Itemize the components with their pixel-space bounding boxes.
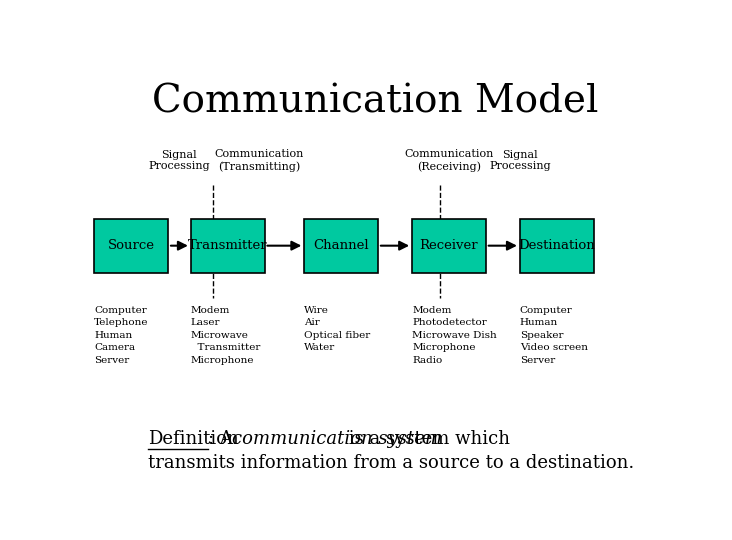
FancyBboxPatch shape bbox=[412, 219, 486, 273]
Text: Destination: Destination bbox=[518, 239, 595, 252]
FancyBboxPatch shape bbox=[94, 219, 168, 273]
Text: Signal
Processing: Signal Processing bbox=[149, 150, 210, 171]
Text: Modem
Laser
Microwave
  Transmitter
Microphone: Modem Laser Microwave Transmitter Microp… bbox=[191, 306, 260, 365]
Text: Communication Model: Communication Model bbox=[152, 84, 598, 121]
Text: Modem
Photodetector
Microwave Dish
Microphone
Radio: Modem Photodetector Microwave Dish Micro… bbox=[412, 306, 497, 365]
Text: Communication
(Transmitting): Communication (Transmitting) bbox=[214, 149, 304, 172]
Text: Signal
Processing: Signal Processing bbox=[489, 150, 550, 171]
Text: Computer
Human
Speaker
Video screen
Server: Computer Human Speaker Video screen Serv… bbox=[520, 306, 588, 365]
Text: Wire
Air
Optical fiber
Water: Wire Air Optical fiber Water bbox=[305, 306, 370, 353]
Text: transmits information from a source to a destination.: transmits information from a source to a… bbox=[148, 454, 635, 472]
Text: Transmitter: Transmitter bbox=[188, 239, 267, 252]
Text: Communication
(Receiving): Communication (Receiving) bbox=[404, 149, 493, 172]
Text: is a system which: is a system which bbox=[343, 430, 510, 448]
Text: Source: Source bbox=[108, 239, 154, 252]
Text: Definition: Definition bbox=[148, 430, 239, 448]
Text: Computer
Telephone
Human
Camera
Server: Computer Telephone Human Camera Server bbox=[94, 306, 149, 365]
Text: : A: : A bbox=[208, 430, 239, 448]
FancyBboxPatch shape bbox=[305, 219, 378, 273]
Text: Receiver: Receiver bbox=[419, 239, 478, 252]
Text: communication system: communication system bbox=[232, 430, 442, 448]
Text: Channel: Channel bbox=[313, 239, 369, 252]
FancyBboxPatch shape bbox=[191, 219, 264, 273]
FancyBboxPatch shape bbox=[520, 219, 594, 273]
